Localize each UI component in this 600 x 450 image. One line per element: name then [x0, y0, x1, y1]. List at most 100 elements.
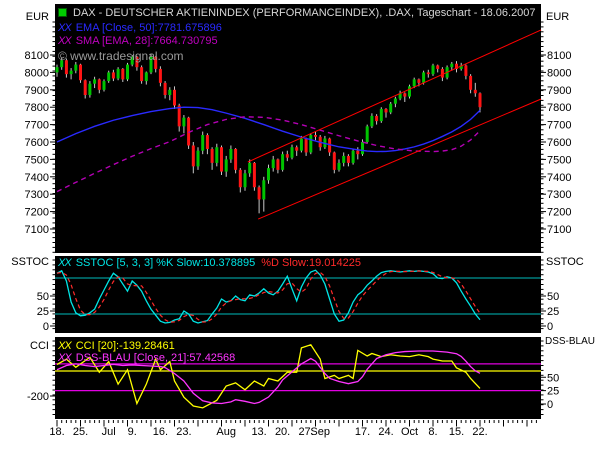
cci-line: [56, 343, 481, 409]
date-axis-label: 27.: [298, 426, 313, 438]
candle-body: [469, 75, 473, 90]
price-axis-label-left: 8000: [25, 67, 49, 79]
candle-body: [64, 60, 68, 75]
candle-body: [69, 70, 73, 75]
price-axis-label-left: 7600: [25, 137, 49, 149]
candle-body: [238, 169, 242, 188]
candle-body: [158, 68, 162, 83]
candle-body: [196, 150, 200, 167]
date-axis-label: 15.: [449, 426, 464, 438]
candle-body: [455, 63, 458, 69]
candle-body: [436, 65, 440, 69]
candle-body: [356, 150, 360, 155]
price-axis-label-right: 7800: [547, 102, 571, 114]
candle-body: [224, 159, 228, 172]
candle-body: [267, 168, 270, 181]
candle-body: [229, 148, 233, 160]
candle-body: [163, 82, 167, 96]
candle-body: [337, 162, 341, 170]
dss-legend-label: DSS-BLAU [Close, 21]:57.42568: [75, 352, 236, 364]
price-axis-label-right: 7600: [547, 137, 571, 149]
price-panel-bg: [55, 4, 541, 253]
sstoc-axis-value-right: 0: [547, 321, 553, 333]
sma-indicator-icon: XX: [58, 35, 72, 47]
price-axis-label-right: 7100: [547, 224, 571, 236]
trend-channel-upper: [247, 29, 542, 163]
candle-body: [422, 72, 426, 83]
candle-body: [276, 159, 280, 170]
price-axis-label-left: 7300: [25, 189, 49, 201]
price-axis-label-left: 7800: [25, 102, 49, 114]
cci-indicator-icon: XX: [58, 340, 72, 352]
price-axis-label-right: 7300: [547, 189, 571, 201]
dss-axis-label: DSS-BLAU: [545, 336, 596, 347]
candle-body: [93, 79, 97, 84]
sstoc-axis-value-left: 25: [37, 306, 49, 318]
candle-body: [107, 72, 111, 82]
sstoc-axis-value-left: 50: [37, 291, 49, 303]
candle-body: [116, 68, 120, 79]
dss-axis-value-right: 0: [547, 399, 553, 411]
date-axis-label: 9.: [128, 426, 137, 438]
legend-ema[interactable]: XX EMA [Close, 50]:7781.675896: [58, 22, 222, 34]
price-axis-label-left: 7400: [25, 172, 49, 184]
candle-body: [140, 67, 144, 82]
candle-body: [328, 138, 332, 153]
candle-body: [299, 138, 303, 151]
ema-line: [56, 106, 481, 153]
candle-body: [440, 68, 444, 78]
legend-dss[interactable]: XX DSS-BLAU [Close, 21]:57.42568: [58, 352, 235, 364]
date-axis-label: 23.: [176, 426, 191, 438]
cci-axis-value-left: -200: [27, 391, 49, 403]
legend-sstoc[interactable]: XX SSTOC [5, 3, 3] %K Slow:10.378895 %D Sl…: [58, 257, 361, 269]
legend-sma[interactable]: XX SMA [EMA, 28]:7664.730795: [58, 35, 218, 47]
price-axis-label-left: 7200: [25, 207, 49, 219]
candle-body: [205, 135, 209, 149]
date-axis-label: 16.: [153, 426, 168, 438]
price-axis-label-left: 8100: [25, 50, 49, 62]
sstoc-d-line: [56, 270, 481, 323]
candle-body: [144, 72, 148, 82]
candle-body: [191, 145, 195, 167]
candle-body: [88, 83, 92, 96]
candle-body: [271, 159, 275, 169]
left-axis-currency: EUR: [25, 11, 49, 23]
candle-body: [314, 135, 317, 137]
candle-body: [154, 56, 158, 69]
sstoc-axis-value-right: 25: [547, 306, 559, 318]
date-axis-label: 25.: [73, 426, 88, 438]
candle-body: [55, 67, 59, 73]
candle-body: [257, 187, 261, 200]
price-axis-label-left: 7500: [25, 154, 49, 166]
candle-body: [248, 162, 252, 174]
candle-body: [201, 135, 205, 151]
sstoc-panel-bg: [55, 256, 541, 333]
candle-body: [450, 63, 454, 68]
chart-title: DAX - DEUTSCHER AKTIENINDEX (PERFORMANCE…: [73, 7, 539, 19]
candle-body: [83, 80, 87, 96]
sstoc-k-legend: SSTOC [5, 3, 3] %K Slow:10.378895: [75, 257, 256, 269]
cci-axis-label: CCI: [30, 340, 49, 352]
price-axis-label-left: 7700: [25, 120, 49, 132]
candle-body: [187, 117, 191, 146]
cci-panel-bg: [55, 337, 541, 419]
candle-body: [342, 155, 346, 163]
candle-body: [370, 115, 374, 127]
date-axis-label: 13.: [251, 426, 266, 438]
candle-body: [177, 105, 181, 127]
candle-body: [220, 147, 223, 172]
legend-cci[interactable]: XX CCI [20]:-139.28461: [58, 340, 175, 352]
price-axis-label-right: 7700: [547, 120, 571, 132]
price-axis-label-left: 7900: [25, 85, 49, 97]
candle-body: [182, 117, 186, 127]
price-axis-label-left: 7100: [25, 224, 49, 236]
candle-body: [408, 86, 411, 97]
candle-body: [149, 56, 153, 73]
candle-body: [60, 60, 64, 68]
candle-body: [74, 64, 78, 71]
candle-body: [464, 65, 468, 76]
sstoc-axis-label-left: SSTOC: [11, 256, 49, 268]
candle-body: [304, 138, 308, 153]
candle-body: [459, 65, 463, 69]
